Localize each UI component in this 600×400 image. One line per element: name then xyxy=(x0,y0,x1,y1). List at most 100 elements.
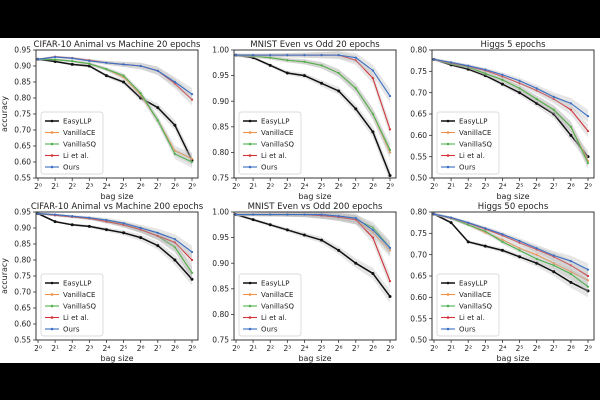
x-tick-label: 2¹ xyxy=(447,182,455,191)
data-point xyxy=(569,270,572,273)
data-point xyxy=(371,231,374,234)
y-tick-label: 0.50 xyxy=(410,174,427,183)
x-axis-label: bag size xyxy=(496,192,529,201)
data-point xyxy=(354,217,357,220)
data-point xyxy=(450,216,453,219)
x-tick-label: 2⁶ xyxy=(533,182,541,191)
data-point xyxy=(303,54,306,57)
data-point xyxy=(337,89,341,93)
data-point xyxy=(139,236,143,240)
data-point xyxy=(190,157,194,160)
legend-label: EasyLLP xyxy=(63,280,92,288)
data-point xyxy=(122,74,125,77)
series-line xyxy=(236,54,391,97)
y-tick-label: 0.95 xyxy=(14,46,31,55)
data-point xyxy=(139,96,143,100)
data-point xyxy=(388,294,392,298)
series-line xyxy=(37,212,193,280)
data-point xyxy=(269,56,272,59)
data-point xyxy=(552,254,555,257)
series-line xyxy=(433,58,589,164)
legend-marker xyxy=(50,154,54,157)
y-tick-label: 0.55 xyxy=(14,336,31,345)
data-point xyxy=(320,54,323,57)
y-tick-label: 0.80 xyxy=(14,256,31,265)
legend-box xyxy=(436,111,500,175)
data-point xyxy=(535,261,539,265)
chart-title: MNIST Even vs Odd 20 epochs xyxy=(250,40,380,50)
data-point xyxy=(484,72,487,75)
legend-label: Ours xyxy=(63,326,80,334)
series-vanillasq xyxy=(234,53,392,157)
legend-box xyxy=(238,273,302,337)
legend-label: Li et al. xyxy=(261,152,287,160)
data-point xyxy=(569,102,572,105)
data-point xyxy=(156,244,160,248)
data-point xyxy=(466,67,470,71)
legend-label: EasyLLP xyxy=(261,280,290,288)
y-tick-label: 0.70 xyxy=(410,250,427,259)
y-tick-label: 0.65 xyxy=(410,272,427,281)
data-point xyxy=(518,241,521,244)
legend-box xyxy=(40,273,104,337)
x-tick-label: 2⁹ xyxy=(188,182,196,191)
data-point xyxy=(87,224,91,228)
data-point xyxy=(71,57,74,60)
data-point xyxy=(518,87,521,90)
y-tick-label: 0.65 xyxy=(14,142,31,151)
legend-label: VanillaCE xyxy=(261,129,293,137)
x-tick-label: 2¹ xyxy=(51,344,59,353)
data-point xyxy=(190,258,194,262)
data-point xyxy=(173,80,176,84)
data-point xyxy=(371,77,374,80)
chart-panel-5: MNIST Even vs Odd 200 epochs 0.75 0.80 0.85… xyxy=(212,202,397,363)
y-tick-label: 0.80 xyxy=(410,46,427,55)
series-easyllp xyxy=(234,213,392,304)
chart-title: CIFAR-10 Animal vs Machine 200 epochs xyxy=(31,202,204,212)
legend-marker xyxy=(446,281,450,285)
data-point xyxy=(354,59,357,62)
x-tick-label: 2² xyxy=(68,344,76,353)
data-point xyxy=(518,239,521,243)
x-tick-label: 2⁴ xyxy=(301,344,309,353)
figure: CIFAR-10 Animal vs Machine 20 epochs 0.55… xyxy=(0,38,600,363)
x-tick-label: 2⁴ xyxy=(103,344,111,353)
x-tick-label: 2² xyxy=(68,182,76,191)
legend-marker xyxy=(248,154,252,157)
legend-marker xyxy=(248,327,252,331)
data-point xyxy=(467,64,470,67)
data-point xyxy=(190,271,194,274)
series-band xyxy=(236,211,390,255)
data-point xyxy=(190,277,194,281)
x-tick-label: 2⁴ xyxy=(499,344,507,353)
data-point xyxy=(484,68,487,71)
data-point xyxy=(371,130,375,134)
legend-label: EasyLLP xyxy=(63,118,92,126)
series-band xyxy=(236,212,390,255)
data-point xyxy=(122,80,126,84)
data-point xyxy=(388,148,392,151)
legend-label: Li et al. xyxy=(459,314,485,322)
legend-marker xyxy=(446,154,450,157)
x-tick-label: 2⁰ xyxy=(232,182,240,191)
legend-label: Ours xyxy=(261,164,278,172)
data-point xyxy=(105,220,108,223)
y-tick-label: 0.70 xyxy=(14,288,31,297)
x-tick-label: 2⁶ xyxy=(335,182,343,191)
data-point xyxy=(535,253,538,256)
x-tick-label: 2⁵ xyxy=(120,182,128,191)
data-point xyxy=(552,264,555,267)
data-point xyxy=(518,91,522,95)
data-point xyxy=(388,151,392,154)
data-point xyxy=(500,248,504,252)
y-tick-label: 0.60 xyxy=(14,158,31,167)
data-point xyxy=(586,129,590,133)
data-point xyxy=(87,64,91,68)
series-line xyxy=(235,213,391,297)
legend-label: EasyLLP xyxy=(459,280,488,288)
legend-marker xyxy=(248,119,252,123)
data-point xyxy=(371,226,374,229)
legend-label: Li et al. xyxy=(459,152,485,160)
data-point xyxy=(586,268,590,271)
data-point xyxy=(586,279,590,282)
